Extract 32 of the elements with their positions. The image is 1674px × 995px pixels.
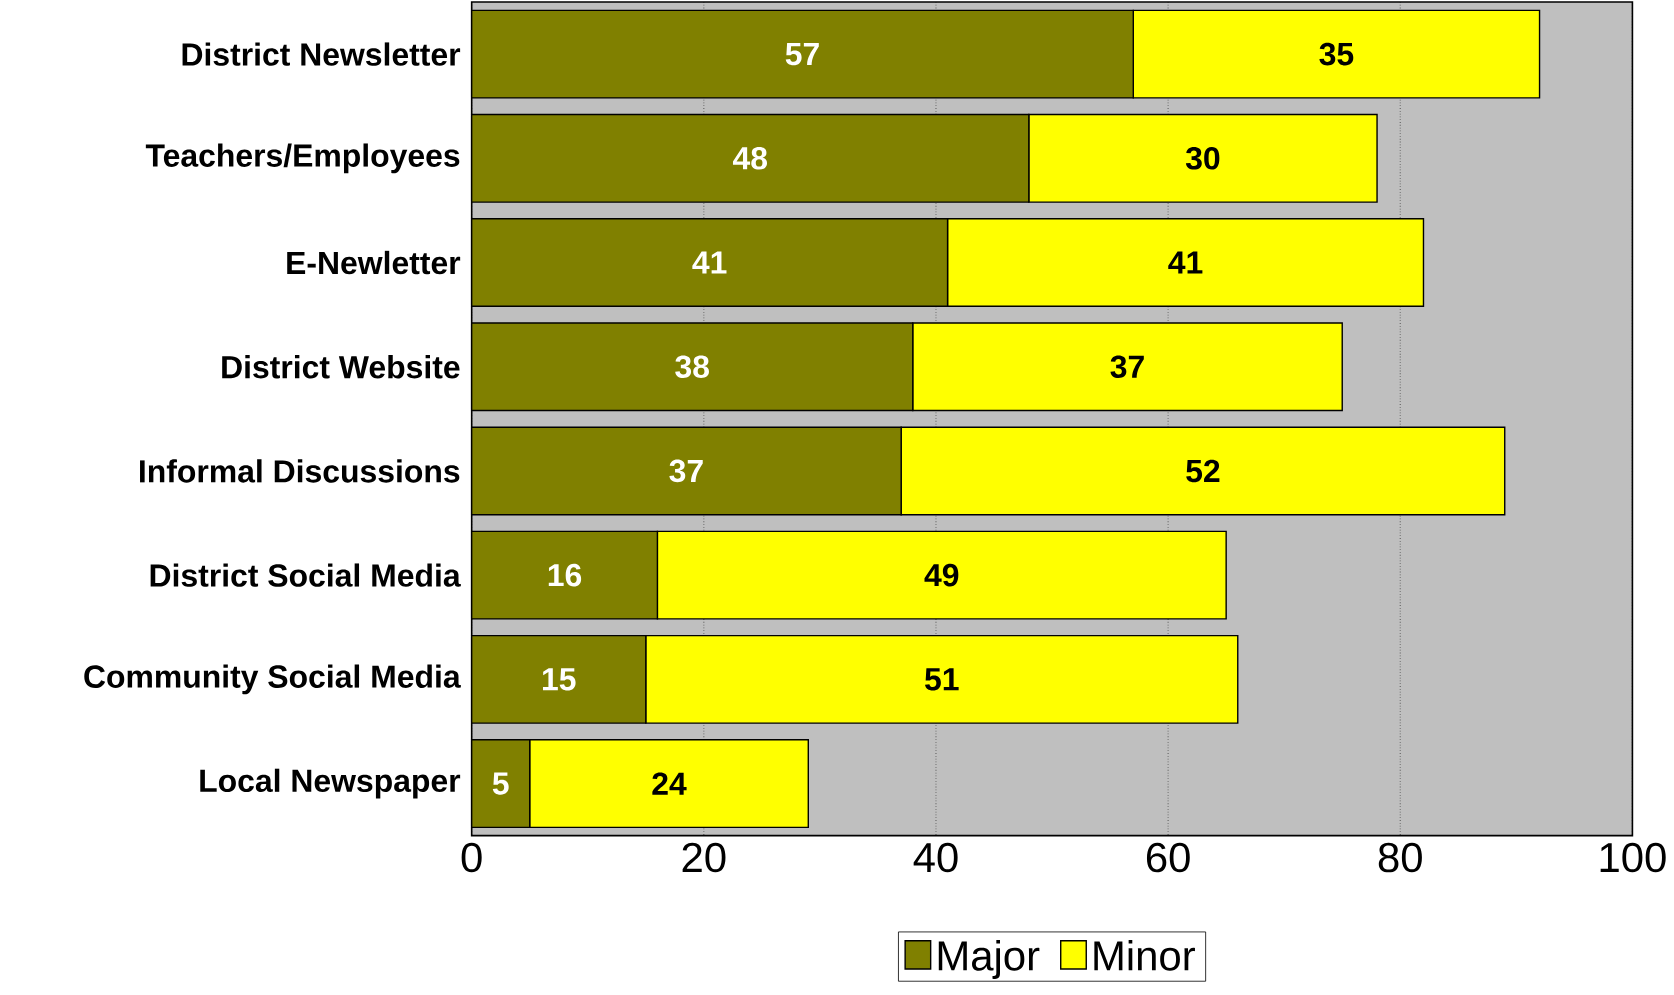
- y-tick-label: District Social Media: [150, 563, 461, 587]
- data-label: 49: [924, 563, 959, 587]
- x-tick-label: 40: [913, 842, 958, 873]
- data-label: 16: [548, 563, 582, 587]
- x-tick-label: 60: [1146, 842, 1190, 873]
- data-label: 48: [732, 146, 768, 170]
- data-label: 15: [542, 668, 576, 691]
- data-label: 24: [652, 772, 687, 795]
- x-tick-label: 0: [461, 842, 482, 873]
- legend-label: Minor: [1094, 939, 1195, 971]
- y-tick-label: E-Newletter: [287, 250, 461, 275]
- y-tick-label: Local Newspaper: [200, 768, 461, 799]
- y-tick-label: Teachers/Employees: [145, 143, 460, 174]
- data-label: 38: [675, 355, 709, 378]
- data-label: 41: [1168, 251, 1203, 274]
- data-label: 30: [1185, 146, 1220, 170]
- data-label: 37: [1110, 355, 1144, 378]
- x-tick-label: 20: [682, 842, 726, 873]
- y-tick-label: Informal Discussions: [140, 459, 460, 483]
- data-label: 37: [669, 459, 703, 483]
- y-tick-label: District Newsletter: [182, 42, 461, 66]
- y-tick-label: District Website: [222, 354, 460, 379]
- data-label: 52: [1186, 459, 1220, 483]
- x-tick-label: 100: [1600, 842, 1666, 873]
- legend-label: Major: [938, 939, 1040, 979]
- data-label: 5: [492, 772, 509, 795]
- data-label: 41: [692, 251, 727, 274]
- x-tick-label: 80: [1378, 842, 1422, 873]
- data-label: 35: [1319, 42, 1354, 66]
- data-label: 57: [785, 42, 819, 66]
- y-tick-label: Community Social Media: [84, 664, 461, 695]
- data-label: 51: [925, 668, 959, 691]
